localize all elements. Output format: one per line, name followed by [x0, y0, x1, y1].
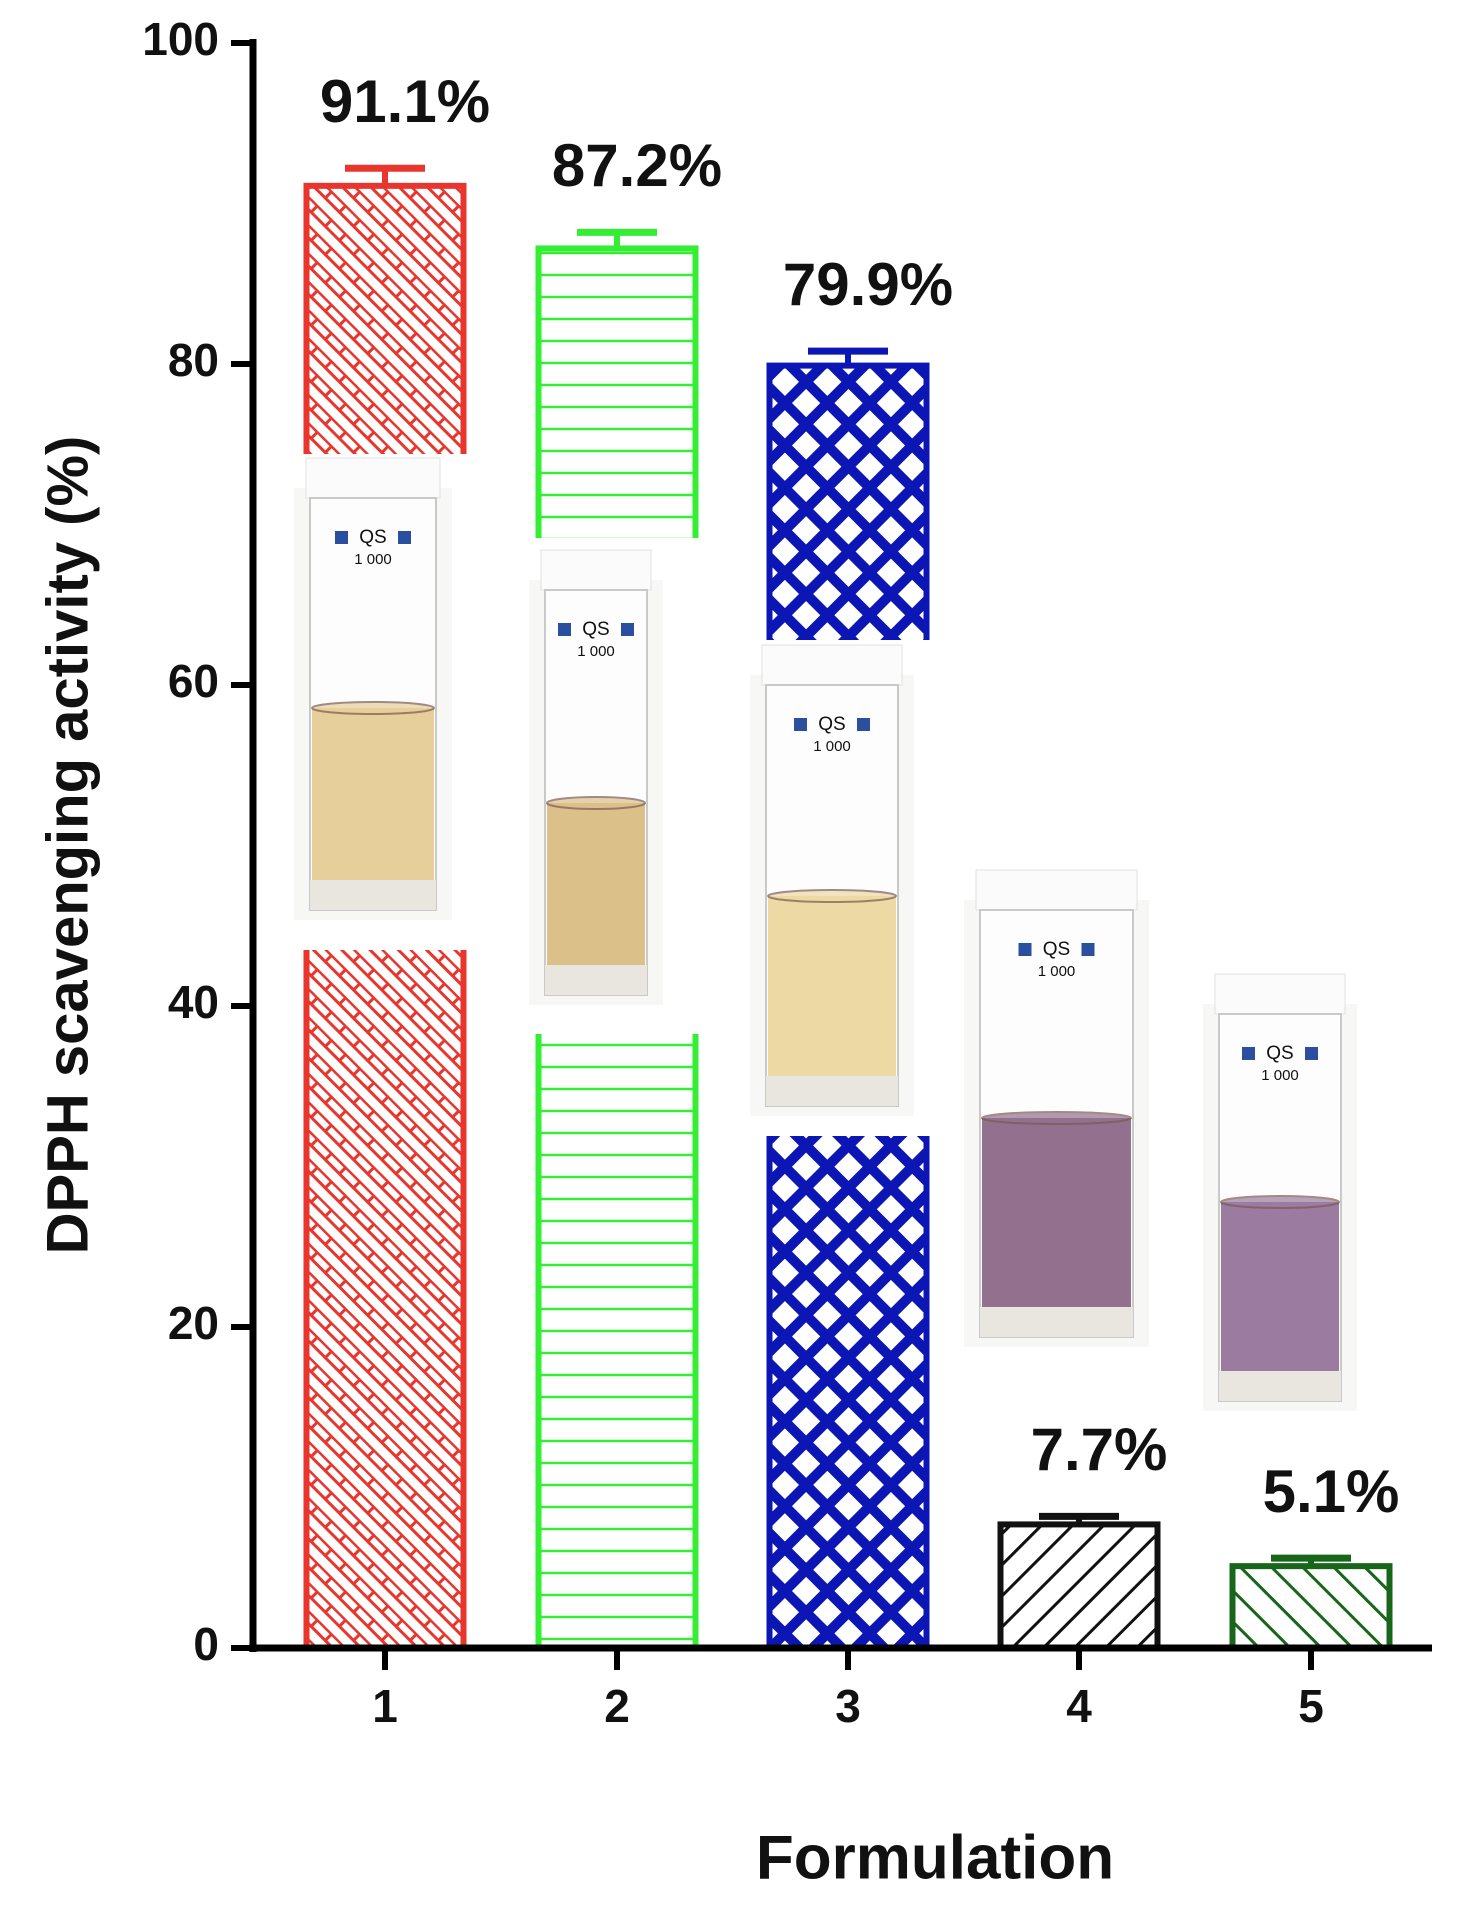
cuvette-photo: QS 1 000 [750, 640, 933, 1136]
logo-square [1081, 943, 1095, 956]
cuvette-liquid [768, 896, 896, 1076]
value-label: 7.7% [1031, 1416, 1168, 1483]
cuvette-liquid [982, 1118, 1131, 1307]
cuvette-number: 1 000 [577, 643, 615, 660]
cuvette-base [545, 965, 647, 995]
cuvette-label: QS [582, 619, 609, 640]
meniscus [1220, 1195, 1340, 1209]
y-tick-label: 20 [168, 1297, 219, 1349]
x-tick-label: 3 [835, 1680, 861, 1732]
y-tick-label: 0 [193, 1618, 219, 1670]
cuvette-cap [975, 869, 1138, 911]
cuvette-base [766, 1076, 898, 1106]
cuvette-cap [761, 644, 903, 686]
value-label: 5.1% [1263, 1458, 1400, 1525]
cuvette-liquid [1221, 1202, 1339, 1371]
cuvette-photo: QS 1 000 [1203, 973, 1357, 1411]
logo-square [335, 531, 348, 544]
cuvette-label: QS [359, 527, 386, 548]
cuvette-cap [540, 549, 652, 591]
cuvette-cap [1214, 973, 1346, 1015]
cuvette-label: QS [1043, 939, 1070, 960]
cuvette-photo: QS 1 000 [964, 869, 1149, 1347]
x-tick-label: 2 [604, 1680, 630, 1732]
meniscus [311, 701, 435, 715]
cuvette-number: 1 000 [1038, 963, 1076, 980]
cuvette-number: 1 000 [1261, 1067, 1299, 1084]
logo-square [558, 623, 571, 636]
cuvette-label: QS [818, 714, 845, 735]
x-tick-label: 1 [372, 1680, 398, 1732]
meniscus [546, 796, 646, 810]
logo-square [1018, 943, 1032, 956]
x-tick-label: 4 [1066, 1680, 1092, 1732]
x-tick-label: 5 [1298, 1680, 1324, 1732]
y-tick-label: 100 [142, 13, 219, 65]
cuvette-number: 1 000 [813, 738, 851, 755]
bar [997, 1521, 1161, 1652]
bar [1229, 1563, 1393, 1652]
cuvette-photo: QS 1 000 [294, 454, 470, 950]
value-label: 87.2% [552, 132, 722, 199]
logo-square [1305, 1047, 1318, 1060]
meniscus [767, 889, 897, 903]
logo-square [857, 718, 870, 731]
y-axis-title: DPPH scavenging activity (%) [35, 436, 100, 1255]
meniscus [981, 1111, 1132, 1125]
logo-square [621, 623, 634, 636]
y-tick-label: 80 [168, 334, 219, 386]
x-axis-title: Formulation [756, 1823, 1114, 1892]
cuvette-cap [305, 457, 441, 499]
logo-square [794, 718, 807, 731]
value-label: 79.9% [783, 251, 953, 318]
cuvette-liquid [312, 708, 434, 880]
y-tick-label: 40 [168, 976, 219, 1028]
cuvette-base [1219, 1371, 1341, 1401]
logo-square [1242, 1047, 1255, 1060]
y-tick-label: 60 [168, 655, 219, 707]
value-label: 91.1% [320, 68, 490, 135]
cuvette-base [980, 1307, 1133, 1337]
cuvette-base [310, 880, 436, 910]
cuvette-photo: QS 1 000 [529, 538, 702, 1034]
logo-square [398, 531, 411, 544]
cuvette-liquid [547, 803, 645, 965]
cuvette-number: 1 000 [354, 551, 392, 568]
cuvette-label: QS [1266, 1043, 1293, 1064]
